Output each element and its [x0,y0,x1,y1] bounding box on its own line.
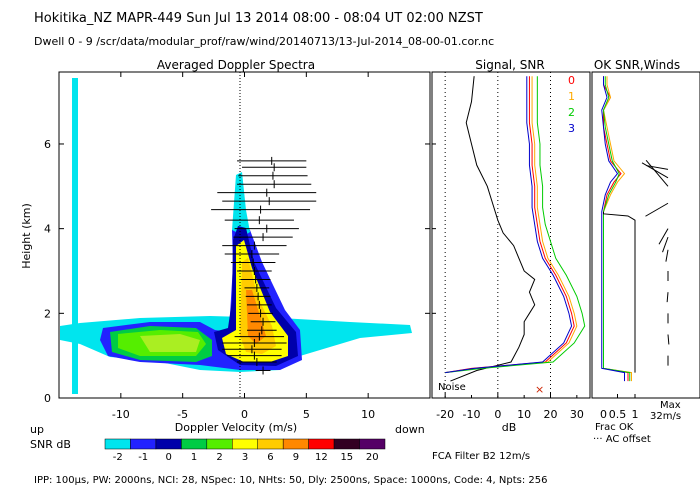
frac-tick-label: 0.5 [609,408,627,421]
snr-panel: -20 0 20-10 10 30 [432,72,586,421]
ac-offset-label: ··· AC offset [593,434,651,445]
frac-ok-label: Frac OK [595,422,634,433]
x-tick-label: -5 [177,408,188,421]
snr-x-tick-label: 10 [517,408,531,421]
colorbar-label: SNR dB [30,438,71,451]
report-title: Hokitika_NZ MAPR-449 Sun Jul 13 2014 08:… [34,11,483,26]
snr-line-snr-2 [445,76,586,374]
noise-strip [72,78,78,394]
colorbar-swatch [130,438,157,450]
snr-line-snr-0 [445,76,575,374]
colorbar-swatch [104,438,131,450]
y-tick-label: 4 [44,223,51,236]
wind-barb [667,334,670,345]
colorbar-tick-label: 20 [366,452,379,463]
x-tick-label: -10 [112,408,130,421]
okfrac-line-okfrac-black [603,211,636,373]
colorbar-tick-label: 3 [242,452,248,463]
colorbar-swatch [181,438,208,450]
snr-colorbar: -2 -1 0 1 2 3 6 9 12 15 20 [104,438,386,463]
winds-panel: 0.5 1 0 [600,76,670,421]
wind-barb [645,202,669,217]
colorbar-swatch [308,438,335,450]
x-tick-label: 5 [303,408,310,421]
fca-filter-label: FCA Filter B2 12m/s [432,451,531,462]
okfrac-line-okfrac-2 [602,76,631,382]
x-axis-label: Doppler Velocity (m/s) [175,421,297,434]
snr-x-tick-label: 20 [544,408,558,421]
winds-title: OK SNR,Winds [594,58,680,72]
colorbar-swatch [257,438,284,450]
snr-plot-area [431,71,591,399]
beam-label: 2 [568,106,575,119]
up-label: up [30,423,44,436]
colorbar-tick-label: -1 [138,452,148,463]
doppler-spectra-heatmap [60,72,412,398]
wind-barb [658,228,669,245]
y-tick-label: 2 [44,307,51,320]
colorbar-tick-label: 2 [216,452,222,463]
max-speed-label: 32m/s [650,411,681,422]
snr-x-label: dB [502,421,517,434]
colorbar-swatch [206,438,233,450]
colorbar-swatch [155,438,182,450]
colorbar-tick-label: 0 [165,452,171,463]
max-label: Max [660,400,681,411]
y-tick-label: 6 [44,138,51,151]
noise-label: Noise [438,382,466,393]
snr-line-snr-3 [445,76,573,374]
colorbar-tick-label: -2 [113,452,123,463]
down-label: down [395,423,425,436]
snr-line-snr-1 [445,76,578,374]
radar-parameters: IPP: 100μs, PW: 2000ns, NCI: 28, NSpec: … [34,475,548,486]
winds-plot-area [591,71,700,399]
spectra-title: Averaged Doppler Spectra [157,58,315,72]
snr-x-tick-label: -20 [436,408,454,421]
wind-barb [646,165,669,170]
okfrac-line-okfrac-3 [601,76,625,382]
wind-error-bars [211,156,317,375]
colorbar-tick-label: 12 [315,452,328,463]
colorbar-tick-label: 15 [340,452,353,463]
x-tick-label: 10 [361,408,375,421]
beam-label: 0 [568,74,575,87]
noise-marker: × [535,383,544,396]
wind-barb [662,236,669,253]
colorbar-tick-label: 1 [191,452,197,463]
beam-label: 1 [568,90,575,103]
snr-x-tick-label: 30 [570,408,584,421]
spectra-axes: -10 -5 0 5 10 0 2 4 6 [44,72,430,421]
frac-tick-label: 0 [600,408,607,421]
wind-barb [645,159,669,187]
wind-barb [666,292,669,303]
x-tick-label: 0 [241,408,248,421]
beam-labels: 0 1 2 3 [568,74,575,135]
wind-barb [665,249,669,262]
snr-line-signal [450,76,536,382]
snr-x-tick-label: 0 [494,408,501,421]
y-axis-label: Height (km) [20,203,33,269]
y-tick-label: 0 [44,392,51,405]
colorbar-swatch [333,438,360,450]
colorbar-swatch [232,438,258,450]
colorbar-tick-label: 6 [267,452,273,463]
dwell-path: Dwell 0 - 9 /scr/data/modular_prof/raw/w… [34,35,495,48]
snr-title: Signal, SNR [475,58,544,72]
spectra-yellowgreen-blob [140,334,200,352]
colorbar-tick-label: 9 [293,452,299,463]
frac-tick-label: 1 [632,408,639,421]
beam-label: 3 [568,122,575,135]
snr-x-tick-label: -10 [463,408,481,421]
colorbar-swatch [359,438,386,450]
colorbar-swatch [282,438,309,450]
